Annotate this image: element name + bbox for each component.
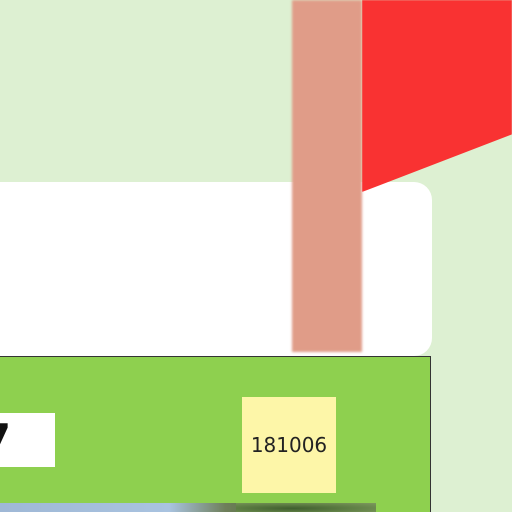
number-fragment: 7 [0, 415, 11, 465]
green-panel [0, 356, 431, 512]
photo-sky [0, 503, 376, 512]
sticky-note-label: 181006 [250, 433, 328, 457]
number-box: 7 [0, 413, 55, 467]
photo-thumbnail[interactable] [0, 503, 376, 512]
sticky-note[interactable]: 181006 [242, 397, 336, 493]
flag-pole-icon [292, 0, 362, 352]
photo-tree [236, 503, 376, 512]
white-card [0, 182, 432, 356]
flag-icon [362, 0, 512, 192]
